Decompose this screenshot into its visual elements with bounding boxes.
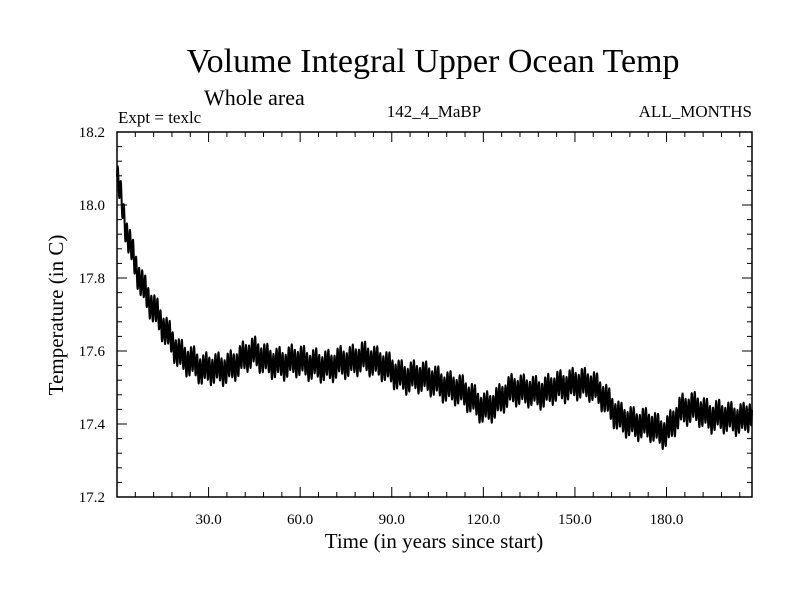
- plot-frame: [116, 131, 753, 498]
- x-tick-label: 150.0: [558, 512, 592, 528]
- y-tick-label: 18.2: [79, 125, 105, 141]
- y-tick-label: 17.4: [79, 417, 106, 433]
- period-label: ALL_MONTHS: [639, 102, 752, 121]
- y-tick-label: 17.8: [79, 271, 105, 287]
- y-tick-label: 18.0: [79, 198, 105, 214]
- series-line: [116, 165, 753, 451]
- expt-label: Expt = texlc: [118, 108, 202, 127]
- chart-title: Volume Integral Upper Ocean Temp: [187, 43, 680, 80]
- x-tick-label: 30.0: [195, 512, 221, 528]
- x-tick-label: 90.0: [379, 512, 405, 528]
- x-tick-label: 120.0: [466, 512, 500, 528]
- run-label: 142_4_MaBP: [387, 102, 481, 121]
- y-axis-label: Temperature (in C): [44, 235, 68, 396]
- x-axis-label: Time (in years since start): [325, 529, 544, 553]
- chart-subtitle: Whole area: [204, 85, 305, 110]
- axes: 30.0 60.0 90.0 120.0 150.0 180.0 17.2 17.4 17.6 1…: [79, 125, 752, 528]
- x-tick-label: 180.0: [650, 512, 684, 528]
- series-layer: [116, 165, 753, 451]
- y-tick-label: 17.6: [79, 344, 106, 360]
- y-tick-label: 17.2: [79, 490, 105, 506]
- x-tick-label: 60.0: [287, 512, 313, 528]
